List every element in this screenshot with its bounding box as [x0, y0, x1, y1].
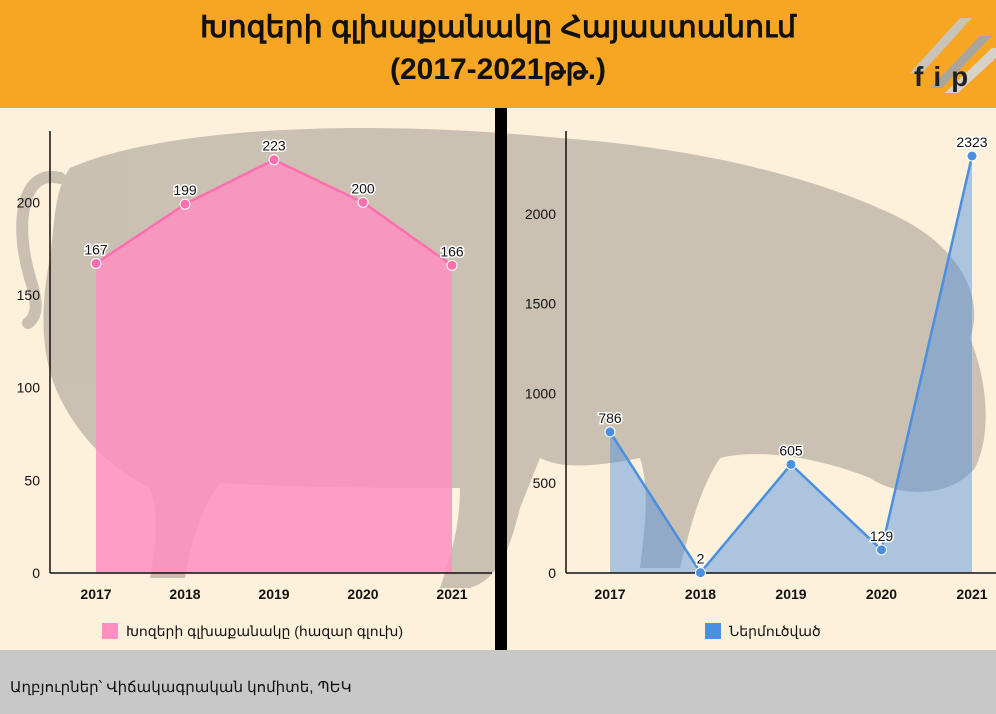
chart1-legend-label: Խոզերի գլխաքանակը (հազար գլուխ): [126, 623, 403, 639]
chart1-data-label: 200: [351, 180, 375, 196]
chart2-data-label: 2323: [956, 134, 987, 150]
chart1-data-label: 167: [84, 241, 108, 257]
svg-text:fip: fip: [914, 61, 978, 92]
chart-area: 0 50 100 150 200 2017 2018 2019 2020 2021 167 199 22…: [0, 108, 996, 650]
chart2-y-tick: 1500: [525, 296, 556, 312]
chart1-x-tick: 2018: [169, 586, 200, 602]
right-chart-plot: 0 500 1000 1500 2000 2017 2018 2019 2020 2021 786 2…: [525, 131, 996, 639]
chart1-y-tick: 150: [17, 287, 41, 303]
header-banner: Խոզերի գլխաքանակը Հայաստանում (2017-2021…: [0, 0, 996, 108]
footer-bar: Աղբյուրներ՝ Վիճակագրական կոմիտե, ՊԵԿ: [0, 650, 996, 714]
source-note: Աղբյուրներ՝ Վիճակագրական կոմիտե, ՊԵԿ: [10, 679, 352, 696]
chart2-legend-label: Ներմուծված: [729, 623, 821, 639]
chart2-point: [966, 150, 978, 162]
left-chart-plot: 0 50 100 150 200 2017 2018 2019 2020 2021 167 199 22…: [17, 131, 492, 639]
chart1-point: [268, 154, 280, 166]
chart-subtitle: (2017-2021թթ.): [389, 53, 607, 86]
chart2-x-tick: 2020: [866, 586, 897, 602]
chart1-x-tick: 2017: [80, 586, 111, 602]
chart1-x-tick: 2021: [436, 586, 467, 602]
chart1-y-tick: 100: [17, 380, 41, 396]
chart2-y-tick: 2000: [525, 206, 556, 222]
fip-logo: fip: [910, 18, 996, 93]
chart1-area: [96, 159, 452, 573]
center-divider: [495, 108, 507, 650]
chart2-x-tick: 2019: [775, 586, 806, 602]
chart-title: Խոզերի գլխաքանակը Հայաստանում: [199, 11, 797, 44]
chart2-x-tick: 2018: [685, 586, 716, 602]
chart1-y-tick: 200: [17, 194, 41, 210]
chart1-x-tick: 2020: [347, 586, 378, 602]
chart1-data-label: 166: [440, 243, 464, 259]
chart2-area: [610, 156, 972, 573]
chart2-data-label: 605: [779, 442, 803, 458]
chart1-point: [90, 257, 102, 269]
chart1-x-tick: 2019: [258, 586, 289, 602]
chart1-point: [446, 259, 458, 271]
chart1-y-tick: 0: [32, 565, 40, 581]
chart2-point: [876, 544, 887, 556]
chart2-data-label: 786: [598, 410, 622, 426]
chart1-legend-swatch: [102, 623, 118, 639]
chart2-y-tick: 1000: [525, 385, 556, 401]
chart2-point: [785, 458, 797, 470]
chart2-y-tick: 0: [548, 565, 556, 581]
chart2-legend-swatch: [705, 623, 721, 639]
chart1-point: [357, 196, 369, 208]
chart2-data-label: 129: [870, 528, 894, 544]
chart2-point: [695, 567, 706, 579]
chart2-data-label: 2: [697, 551, 705, 567]
chart2-x-tick: 2021: [956, 586, 987, 602]
chart2-y-tick: 500: [533, 475, 557, 491]
chart2-x-tick: 2017: [594, 586, 625, 602]
chart2-point: [604, 426, 616, 438]
chart1-data-label: 223: [262, 138, 286, 154]
chart1-data-label: 199: [173, 182, 197, 198]
chart1-y-tick: 50: [24, 472, 40, 488]
chart1-point: [179, 198, 191, 210]
